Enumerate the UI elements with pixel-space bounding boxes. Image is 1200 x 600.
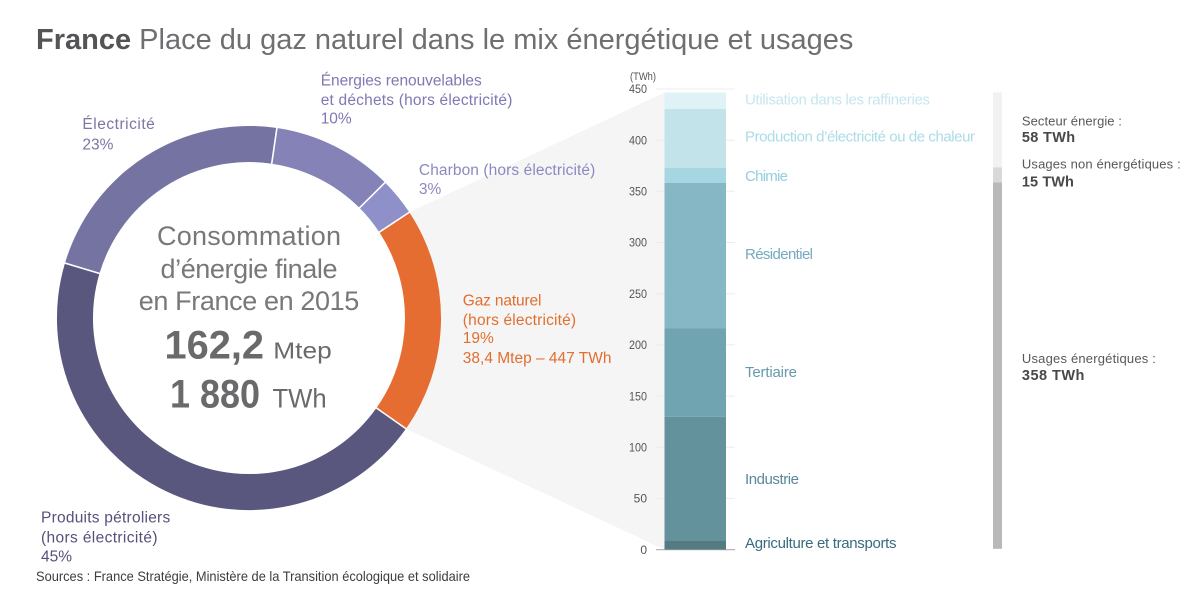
svg-text:Charbon (hors électricité): Charbon (hors électricité) xyxy=(419,162,595,179)
svg-text:Électricité: Électricité xyxy=(82,116,154,133)
svg-text:23%: 23% xyxy=(82,137,113,154)
svg-text:100: 100 xyxy=(629,440,647,454)
svg-text:Usages énergétiques :: Usages énergétiques : xyxy=(1022,351,1156,366)
svg-text:350: 350 xyxy=(629,185,647,199)
svg-text:1 880: 1 880 xyxy=(170,372,260,416)
svg-text:d’énergie finale: d’énergie finale xyxy=(161,254,338,284)
svg-text:Chimie: Chimie xyxy=(745,168,788,185)
svg-text:15 TWh: 15 TWh xyxy=(1022,175,1074,191)
svg-text:Mtep: Mtep xyxy=(273,338,331,364)
svg-text:58 TWh: 58 TWh xyxy=(1022,130,1075,146)
svg-text:162,2: 162,2 xyxy=(165,324,265,368)
svg-text:250: 250 xyxy=(629,287,647,301)
svg-text:Produits pétroliers: Produits pétroliers xyxy=(41,510,170,527)
svg-text:Énergies renouvelables: Énergies renouvelables xyxy=(321,73,482,90)
svg-text:Résidentiel: Résidentiel xyxy=(745,246,813,263)
svg-text:France Place du gaz naturel da: France Place du gaz naturel dans le mix … xyxy=(36,24,853,56)
svg-text:Secteur énergie :: Secteur énergie : xyxy=(1022,113,1122,128)
svg-text:Agriculture et transports: Agriculture et transports xyxy=(745,535,897,552)
svg-text:Gaz naturel: Gaz naturel xyxy=(463,292,542,309)
svg-text:45%: 45% xyxy=(41,549,72,566)
svg-text:300: 300 xyxy=(629,236,647,250)
svg-text:10%: 10% xyxy=(321,111,352,128)
svg-text:0: 0 xyxy=(640,543,647,557)
svg-text:Tertiaire: Tertiaire xyxy=(745,364,797,381)
svg-text:450: 450 xyxy=(629,82,647,96)
svg-text:200: 200 xyxy=(629,338,647,352)
svg-text:19%: 19% xyxy=(463,330,494,347)
svg-text:38,4 Mtep – 447 TWh: 38,4 Mtep – 447 TWh xyxy=(463,350,612,367)
svg-text:150: 150 xyxy=(629,389,647,403)
svg-text:Usages non énergétiques :: Usages non énergétiques : xyxy=(1022,157,1181,172)
svg-text:358 TWh: 358 TWh xyxy=(1022,368,1085,384)
svg-text:Production d’électricité ou de: Production d’électricité ou de chaleur xyxy=(745,129,975,146)
svg-text:(hors électricité): (hors électricité) xyxy=(41,530,158,547)
svg-text:Utilisation dans les raffineri: Utilisation dans les raffineries xyxy=(745,91,930,108)
svg-text:Industrie: Industrie xyxy=(745,471,799,488)
svg-text:Sources : France Stratégie, Mi: Sources : France Stratégie, Ministère de… xyxy=(36,568,470,584)
svg-text:3%: 3% xyxy=(419,181,442,198)
svg-text:(hors électricité): (hors électricité) xyxy=(463,312,576,329)
svg-text:en France en 2015: en France en 2015 xyxy=(139,286,360,316)
svg-text:(TWh): (TWh) xyxy=(630,71,656,83)
svg-text:TWh: TWh xyxy=(273,383,327,413)
svg-text:400: 400 xyxy=(629,133,647,147)
svg-text:50: 50 xyxy=(634,492,648,506)
svg-text:Consommation: Consommation xyxy=(157,221,341,251)
svg-text:et déchets (hors électricité): et déchets (hors électricité) xyxy=(321,92,513,109)
